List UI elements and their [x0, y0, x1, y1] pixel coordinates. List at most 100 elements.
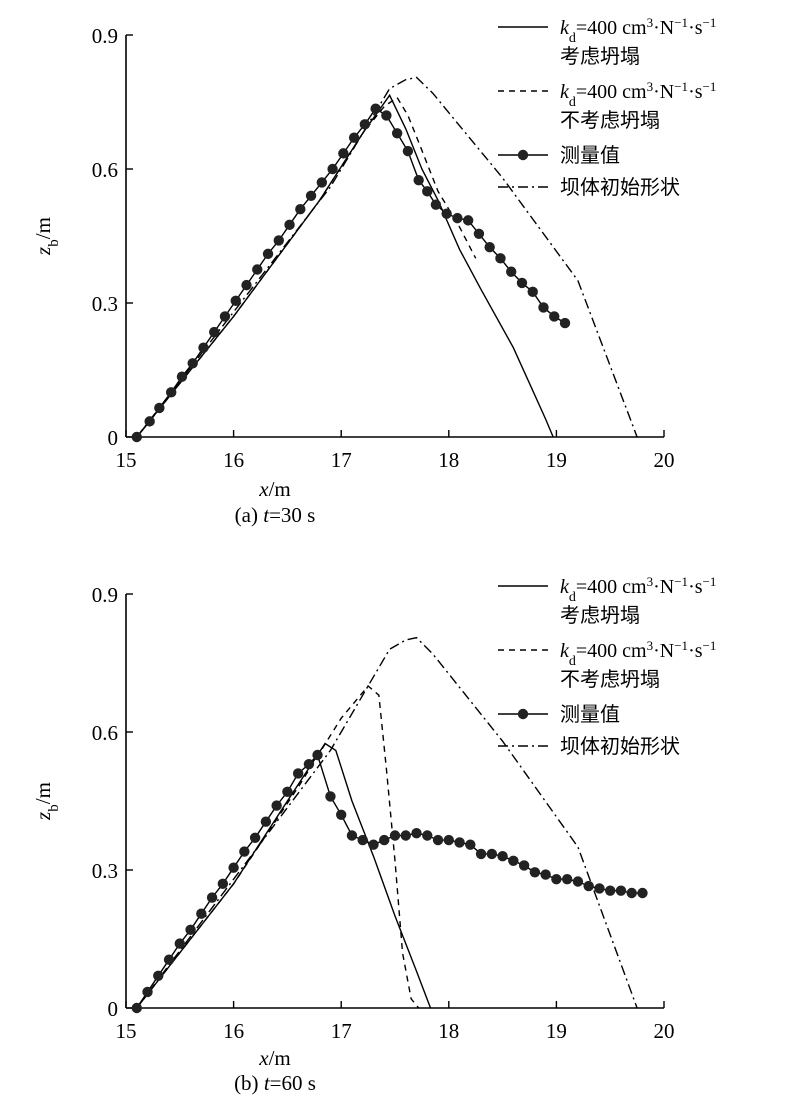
- legend-label-line2: 不考虑坍塌: [560, 667, 660, 691]
- measured-point: [615, 885, 627, 896]
- legend-label: 测量值: [560, 143, 620, 167]
- collapse-series-line: [136, 93, 554, 438]
- x-axis-label: x/m: [258, 1046, 291, 1070]
- measured-point: [239, 846, 250, 857]
- legend-sample-marker: [517, 149, 529, 161]
- measured-point: [381, 110, 392, 121]
- x-tick-label: 18: [438, 1019, 459, 1043]
- measured-point: [508, 855, 519, 866]
- y-axis-label: zb/m: [31, 217, 62, 256]
- measured-point: [529, 867, 541, 878]
- x-axis-label: x/m: [258, 477, 291, 501]
- legend-label: kd=400 cm3·N−1·s−1: [560, 79, 716, 110]
- measured-point: [432, 834, 444, 846]
- measured-point: [594, 883, 605, 894]
- measured-point: [284, 219, 295, 231]
- measured-point: [252, 264, 263, 275]
- measured-point: [583, 880, 594, 892]
- y-tick-label: 0.9: [92, 24, 118, 48]
- measured-point: [185, 924, 196, 935]
- measured-point: [411, 828, 422, 839]
- x-tick-label: 15: [116, 448, 137, 472]
- x-tick-label: 16: [223, 448, 244, 472]
- measured-point: [174, 938, 185, 949]
- y-tick-label: 0: [108, 997, 119, 1021]
- measured-point: [486, 848, 498, 860]
- legend-label: kd=400 cm3·N−1·s−1: [560, 638, 716, 669]
- measured-point: [549, 311, 560, 322]
- measured-point: [165, 387, 177, 398]
- measured-point: [572, 876, 584, 887]
- legend-label: kd=400 cm3·N−1·s−1: [560, 574, 716, 605]
- measured-point: [230, 295, 241, 306]
- measured-point: [368, 839, 379, 850]
- legend-label-line2: 考虑坍塌: [560, 44, 640, 68]
- measured-point: [273, 235, 284, 246]
- no-collapse-series-line: [136, 96, 477, 438]
- measured-point: [540, 869, 551, 880]
- measured-point: [219, 311, 231, 322]
- measured-point: [379, 834, 390, 846]
- measured-point: [605, 885, 616, 896]
- legend-label-line2: 不考虑坍塌: [560, 108, 660, 132]
- measured-point: [443, 834, 454, 846]
- x-tick-label: 16: [223, 1019, 244, 1043]
- measured-point: [187, 358, 198, 369]
- measured-point: [359, 119, 371, 130]
- x-tick-label: 15: [116, 1019, 137, 1043]
- x-tick-label: 19: [546, 1019, 567, 1043]
- measured-point: [282, 786, 293, 797]
- measured-point: [389, 830, 401, 841]
- measured-point: [551, 874, 562, 885]
- legend-label: kd=400 cm3·N−1·s−1: [560, 15, 716, 46]
- x-tick-label: 17: [331, 1019, 352, 1043]
- measured-point: [518, 860, 530, 871]
- measured-point: [131, 431, 142, 443]
- measured-point: [228, 862, 239, 873]
- measured-point: [413, 174, 424, 186]
- panel-caption: (a) t=30 s: [235, 503, 316, 527]
- y-tick-label: 0.6: [92, 158, 118, 182]
- measured-point: [338, 148, 349, 159]
- x-tick-label: 17: [331, 448, 352, 472]
- y-axis-label: zb/m: [31, 782, 62, 821]
- measured-point: [430, 199, 442, 210]
- measured-point: [452, 212, 463, 224]
- measured-point: [637, 887, 648, 899]
- measured-point: [176, 371, 188, 382]
- y-tick-label: 0.6: [92, 721, 118, 745]
- x-tick-label: 20: [654, 1019, 675, 1043]
- measured-point: [370, 103, 381, 114]
- measured-connector-line: [136, 107, 566, 438]
- initial-shape-series-line: [136, 636, 638, 1009]
- measured-point: [262, 248, 274, 260]
- legend-label-line2: 考虑坍塌: [560, 603, 640, 627]
- measured-point: [506, 266, 517, 277]
- measured-point: [312, 749, 323, 761]
- measured-point: [154, 402, 165, 414]
- measured-point: [475, 848, 487, 860]
- measured-point: [336, 809, 347, 820]
- measured-point: [538, 302, 549, 313]
- measured-point: [206, 892, 218, 903]
- measured-point: [271, 800, 282, 811]
- measured-point: [163, 954, 175, 965]
- measured-point: [241, 279, 252, 291]
- y-tick-label: 0.3: [92, 859, 118, 883]
- measured-point: [346, 830, 358, 841]
- measured-point: [402, 145, 414, 157]
- measured-point: [153, 970, 164, 981]
- measured-point: [559, 317, 571, 329]
- measured-point: [561, 874, 573, 885]
- measured-point: [316, 177, 328, 188]
- measured-point: [473, 228, 485, 239]
- legend-sample-marker: [517, 708, 529, 720]
- measured-point: [422, 186, 433, 197]
- measured-point: [217, 878, 229, 889]
- panel-caption: (b) t=60 s: [234, 1071, 316, 1095]
- y-tick-label: 0: [108, 426, 119, 450]
- measured-point: [142, 986, 153, 998]
- measured-point: [516, 277, 528, 289]
